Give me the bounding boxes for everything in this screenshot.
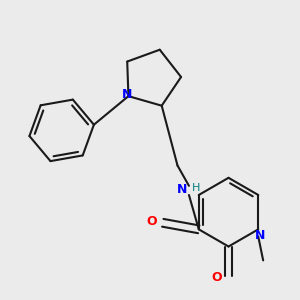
Text: O: O — [212, 271, 222, 284]
Text: N: N — [255, 229, 265, 242]
Text: N: N — [177, 183, 187, 196]
Text: H: H — [192, 183, 200, 193]
Text: N: N — [122, 88, 132, 101]
Text: O: O — [146, 215, 157, 228]
